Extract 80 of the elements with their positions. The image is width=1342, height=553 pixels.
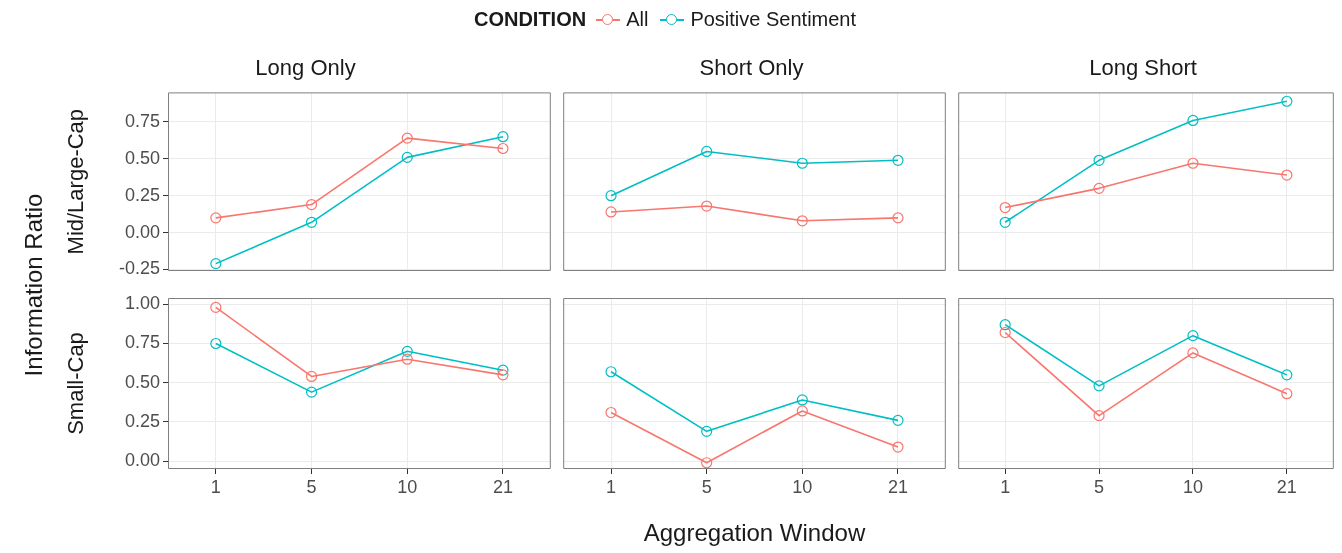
y-tick-label: 0.75 [124, 332, 160, 353]
point [497, 142, 509, 155]
chart-title: Short Only [699, 55, 804, 81]
x-tick-label: 10 [792, 476, 813, 497]
x-tick-label: 1 [1000, 476, 1011, 497]
point [1093, 154, 1105, 166]
point [999, 201, 1011, 214]
point [210, 337, 222, 350]
point [796, 157, 808, 169]
y-tick-label: -0.25 [118, 258, 160, 279]
point [605, 406, 617, 419]
y-tick-label: 0.25 [124, 184, 160, 205]
x-tick-label: 1 [606, 476, 617, 497]
point [605, 366, 617, 378]
legend-title: CONDITION [473, 8, 587, 31]
y-tick-label: 0.50 [124, 371, 160, 392]
point [701, 200, 713, 212]
point [305, 370, 318, 383]
point [1281, 169, 1293, 181]
x-axis-title: Aggregation Window [643, 519, 866, 547]
point [605, 190, 617, 202]
x-tick-label: 10 [1182, 476, 1203, 497]
point [796, 394, 808, 406]
chart-title: Long Only [255, 55, 356, 81]
point [305, 386, 318, 398]
y-tick-label: 0.00 [124, 450, 160, 471]
y-tick-label: 0.50 [124, 147, 160, 168]
point [210, 258, 222, 270]
point [497, 364, 509, 376]
point [1281, 388, 1293, 400]
point [1093, 410, 1105, 422]
point [210, 212, 222, 224]
y-tick-label: 0.25 [124, 410, 160, 431]
point [401, 345, 413, 357]
point [401, 132, 413, 144]
x-tick-label: 21 [492, 476, 513, 497]
y-tick-label: 0.00 [124, 221, 160, 242]
point [1187, 330, 1199, 342]
point [1281, 95, 1293, 107]
point [401, 353, 413, 365]
point [892, 212, 904, 224]
y-axis-title: Mid/Large-Cap [63, 108, 89, 255]
point [210, 301, 222, 314]
chart-title: Long Short [1089, 55, 1197, 81]
point [1187, 114, 1199, 127]
point [701, 425, 713, 437]
point [305, 216, 318, 228]
point [1093, 182, 1105, 194]
point [1187, 347, 1199, 359]
point [796, 405, 808, 417]
point [1093, 380, 1105, 392]
point [796, 215, 808, 227]
point [497, 131, 509, 143]
point [497, 369, 509, 381]
x-tick-label: 21 [887, 476, 908, 497]
y-tick-label: 1.00 [124, 293, 160, 314]
point [701, 145, 713, 158]
point [1187, 157, 1199, 169]
point [1281, 369, 1293, 381]
point [605, 206, 617, 218]
point [999, 326, 1011, 339]
x-tick-label: 10 [397, 476, 418, 497]
y-tick-label: 0.75 [124, 110, 160, 131]
x-tick-label: 5 [1094, 476, 1105, 497]
point [892, 154, 904, 166]
legend-label: All [626, 8, 649, 31]
x-tick-label: 5 [701, 476, 712, 497]
point [999, 319, 1011, 331]
x-tick-label: 21 [1276, 476, 1297, 497]
point [401, 151, 413, 163]
point [892, 414, 904, 426]
point [892, 441, 904, 453]
point [999, 216, 1011, 228]
y-axis-title: Small-Cap [63, 332, 89, 435]
text: Information Ratio [20, 193, 48, 377]
point [305, 198, 318, 211]
x-tick-label: 1 [210, 476, 221, 497]
legend-label: Positive Sentiment [690, 8, 857, 31]
x-tick-label: 5 [306, 476, 317, 497]
point [701, 457, 713, 469]
